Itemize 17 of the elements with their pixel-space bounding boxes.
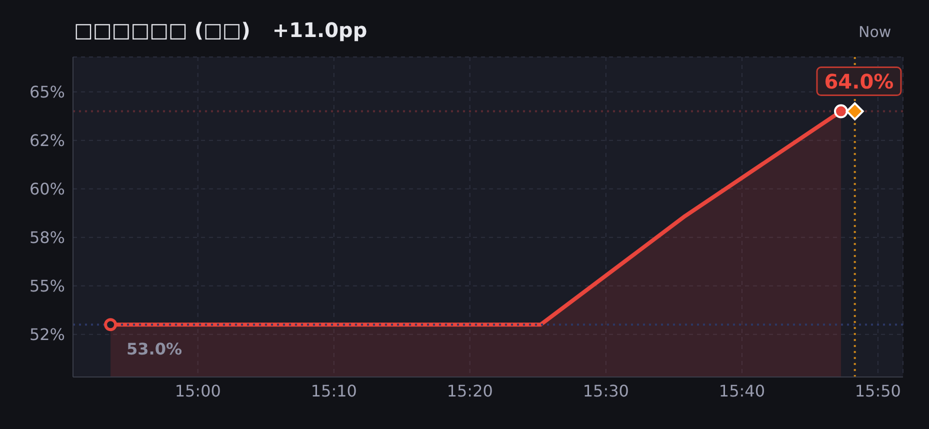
ref-line-label: Now: [858, 23, 892, 41]
x-tick-label: 15:40: [718, 381, 766, 400]
x-tick-label: 15:30: [582, 381, 629, 400]
y-tick-label: 58%: [29, 228, 65, 248]
y-tick-label: 52%: [29, 325, 65, 344]
chart-subtitle: +11.0pp: [272, 18, 368, 42]
y-tick-label: 65%: [29, 82, 65, 102]
x-tick-label: 15:10: [310, 381, 357, 400]
x-tick-label: 15:00: [174, 381, 221, 400]
annotation: 53.0%: [126, 340, 182, 359]
x-tick-label: 15:50: [854, 381, 901, 400]
annotation: 64.0%: [824, 69, 894, 94]
chart-title: □□□□□□ (□□): [74, 18, 250, 42]
y-tick-label: 62%: [29, 131, 65, 150]
y-tick-label: 60%: [29, 180, 65, 199]
y-tick-label: 55%: [29, 276, 65, 296]
x-tick-label: 15:20: [446, 381, 493, 400]
